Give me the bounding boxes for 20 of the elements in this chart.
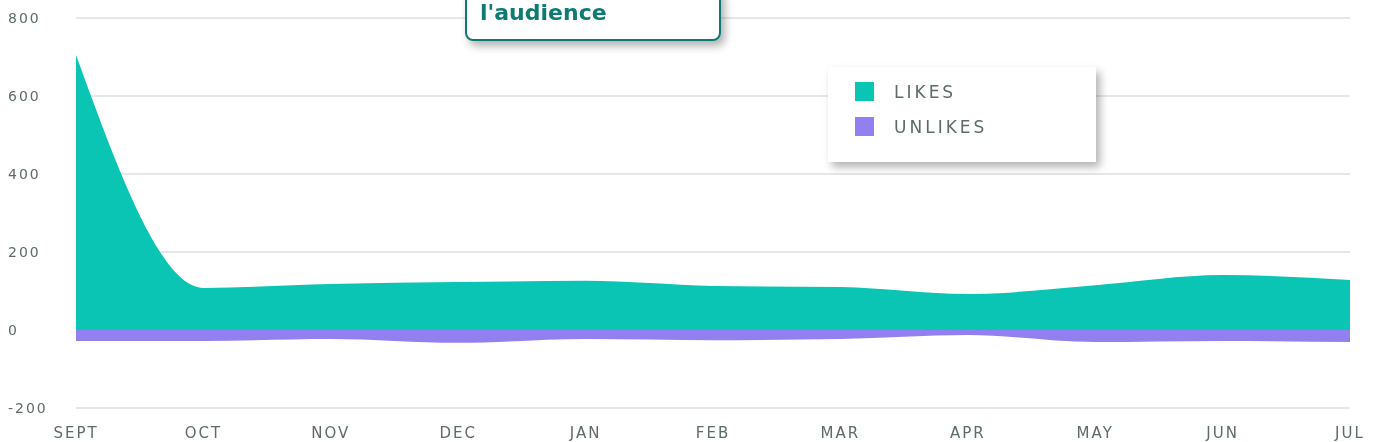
x-tick-label: JUN [1205, 424, 1239, 442]
y-tick-label: 600 [8, 88, 41, 104]
x-tick-label: SEPT [53, 424, 99, 442]
x-tick-label: MAY [1076, 424, 1114, 442]
y-tick-label: 800 [8, 10, 41, 26]
x-tick-label: NOV [311, 424, 351, 442]
x-tick-label: APR [949, 424, 986, 442]
x-tick-label: JAN [568, 424, 602, 442]
annotation: l'audience [480, 0, 607, 25]
y-tick-label: 400 [8, 166, 41, 182]
legend-label: LIKES [894, 82, 957, 102]
x-tick-label: FEB [695, 424, 731, 442]
x-tick-label: MAR [820, 424, 861, 442]
y-tick-label: -200 [8, 400, 48, 416]
legend-label: UNLIKES [894, 117, 988, 137]
y-tick-label: 200 [8, 244, 41, 260]
x-tick-label: OCT [184, 424, 223, 442]
y-tick-label: 0 [8, 322, 19, 338]
x-tick-label: JUL [1334, 424, 1365, 442]
x-tick-label: DEC [439, 424, 477, 442]
